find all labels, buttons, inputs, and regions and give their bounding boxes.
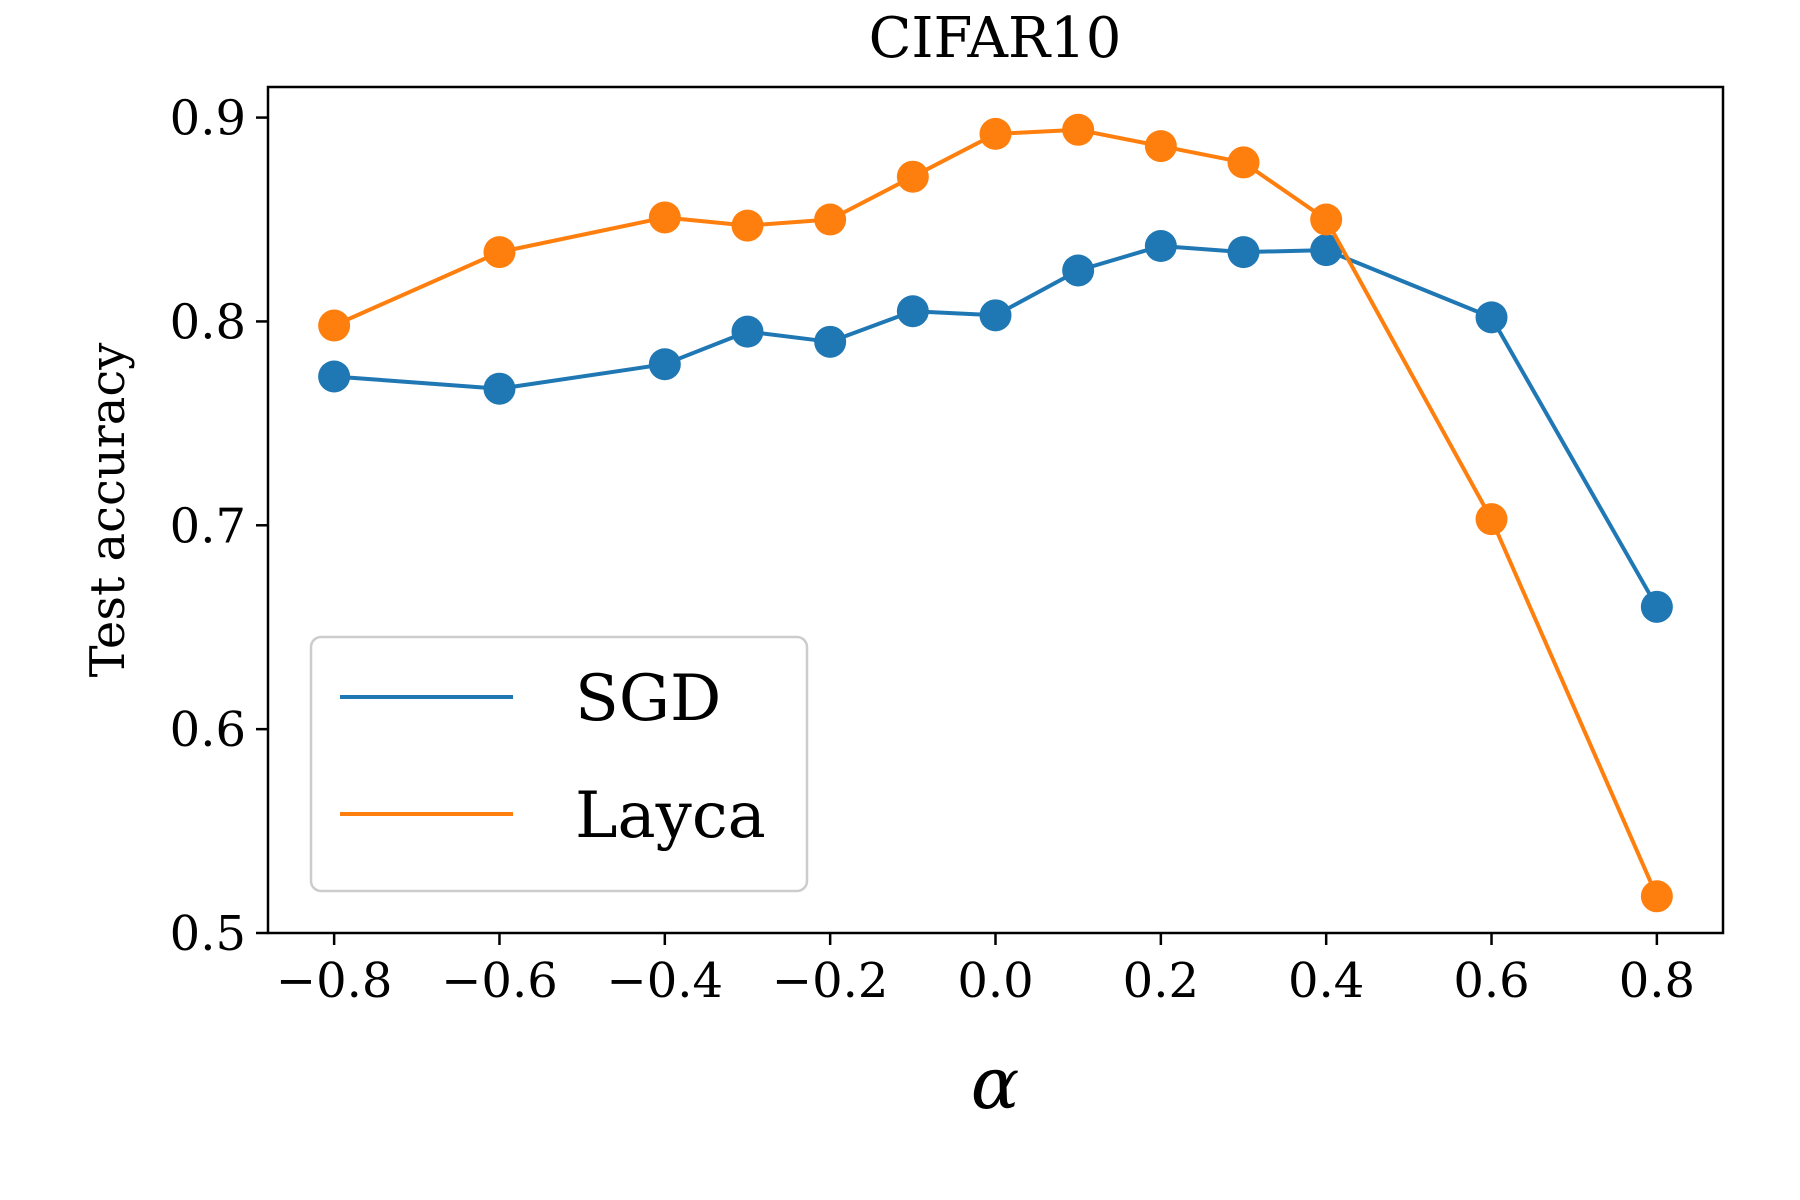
x-tick-label: −0.4 (607, 953, 724, 1009)
y-axis-label: Test accuracy (80, 343, 136, 678)
data-point-sgd (979, 299, 1012, 332)
y-tick-label: 0.6 (170, 702, 246, 758)
x-tick-label: 0.2 (1123, 953, 1199, 1009)
data-point-layca (1227, 146, 1260, 179)
data-point-sgd (1475, 301, 1508, 334)
data-point-layca (814, 203, 847, 236)
y-tick-label: 0.7 (170, 498, 246, 554)
y-axis: 0.5 0.6 0.7 0.8 0.9 (170, 91, 268, 962)
data-point-layca (483, 236, 516, 269)
data-point-layca (1144, 130, 1177, 163)
legend: SGD Layca (309, 635, 809, 893)
y-tick-label: 0.9 (170, 91, 246, 147)
data-point-layca (1310, 203, 1343, 236)
data-point-sgd (896, 295, 929, 328)
data-point-layca (1475, 503, 1508, 536)
x-tick-label: −0.8 (276, 953, 393, 1009)
data-point-sgd (1144, 230, 1177, 263)
data-point-sgd (483, 372, 516, 405)
chart-title: CIFAR10 (869, 6, 1122, 71)
data-point-layca (896, 160, 929, 193)
plot-area (318, 113, 1673, 913)
data-point-sgd (1310, 234, 1343, 267)
x-tick-label: 0.6 (1453, 953, 1529, 1009)
x-tick-label: 0.4 (1288, 953, 1364, 1009)
data-point-sgd (814, 325, 847, 358)
x-tick-label: 0.8 (1619, 953, 1695, 1009)
x-tick-label: 0.0 (957, 953, 1033, 1009)
x-tick-label: −0.2 (772, 953, 889, 1009)
y-tick-label: 0.5 (170, 906, 246, 962)
data-point-sgd (731, 315, 764, 348)
data-point-layca (1062, 113, 1095, 146)
data-point-sgd (1062, 254, 1095, 287)
data-point-layca (648, 201, 681, 234)
x-axis-label: α (971, 1041, 1020, 1125)
legend-label-layca: Layca (575, 779, 766, 853)
y-tick-label: 0.8 (170, 294, 246, 350)
data-point-sgd (1227, 236, 1260, 269)
legend-box (309, 635, 809, 893)
data-point-sgd (648, 348, 681, 381)
data-point-sgd (318, 360, 351, 393)
data-point-layca (731, 209, 764, 242)
x-tick-label: −0.6 (441, 953, 558, 1009)
data-point-layca (1640, 880, 1673, 913)
legend-label-sgd: SGD (575, 662, 721, 736)
data-point-sgd (1640, 590, 1673, 623)
data-point-layca (318, 309, 351, 342)
x-axis: −0.8 −0.6 −0.4 −0.2 0.0 0.2 0.4 0.6 0.8 (276, 933, 1695, 1009)
data-point-layca (979, 117, 1012, 150)
